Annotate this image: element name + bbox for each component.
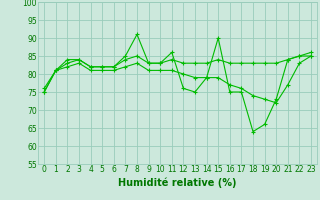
X-axis label: Humidité relative (%): Humidité relative (%) (118, 177, 237, 188)
